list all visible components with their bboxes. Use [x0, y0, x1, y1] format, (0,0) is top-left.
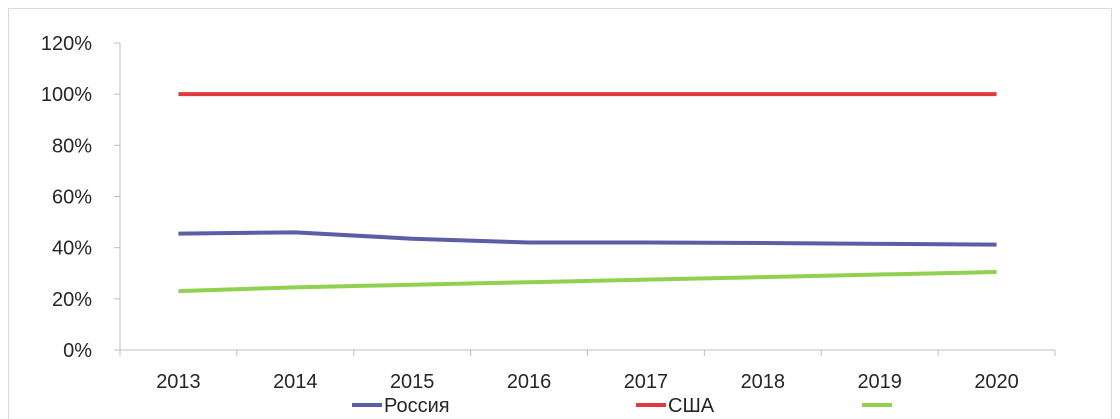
y-tick-label: 120%	[41, 33, 92, 55]
y-tick-label: 80%	[52, 135, 92, 157]
y-tick-label: 60%	[52, 187, 92, 209]
x-tick-label: 2013	[156, 371, 201, 393]
y-tick-label: 100%	[41, 84, 92, 106]
x-tick-label: 2016	[507, 371, 552, 393]
x-tick-label: 2020	[974, 371, 1019, 393]
x-tick-label: 2019	[857, 371, 902, 393]
x-tick-label: 2017	[624, 371, 669, 393]
legend-label-1: Россия	[384, 395, 450, 417]
x-tick-label: 2014	[273, 371, 318, 393]
legend-label-2: США	[668, 395, 715, 417]
y-tick-label: 20%	[52, 289, 92, 311]
chart-axes: 0% 20% 40% 60% 80% 100% 120% 2013 2014 2015 2016 20…	[41, 33, 1056, 393]
chart-legend: Россия США	[352, 395, 892, 417]
y-tick-label: 40%	[52, 238, 92, 260]
chart-series	[178, 92, 997, 294]
x-tick-label: 2015	[390, 371, 435, 393]
y-tick-label: 0%	[63, 340, 92, 362]
series-line-3	[178, 269, 997, 294]
series-line-1	[178, 230, 997, 247]
x-tick-label: 2018	[741, 371, 786, 393]
